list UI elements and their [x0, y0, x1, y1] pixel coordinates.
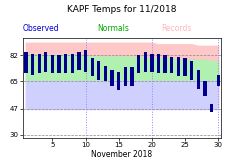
Bar: [51, 55, 54, 73]
Bar: [90, 58, 93, 77]
Bar: [64, 53, 67, 73]
Bar: [123, 67, 126, 86]
Bar: [156, 53, 160, 73]
Bar: [117, 72, 120, 90]
Bar: [202, 81, 206, 96]
Bar: [31, 53, 34, 75]
Bar: [130, 67, 133, 86]
Bar: [196, 70, 199, 89]
Bar: [209, 104, 212, 112]
Text: November 2018: November 2018: [91, 150, 152, 159]
Text: Observed: Observed: [22, 24, 59, 33]
Bar: [83, 50, 87, 72]
Bar: [37, 53, 41, 73]
Bar: [44, 52, 47, 72]
Bar: [189, 61, 192, 80]
Bar: [77, 52, 80, 70]
Bar: [182, 58, 186, 77]
Text: Normals: Normals: [97, 24, 128, 33]
Bar: [97, 61, 100, 80]
Bar: [216, 75, 219, 86]
Bar: [24, 52, 27, 73]
Bar: [163, 55, 166, 73]
Text: Records: Records: [160, 24, 191, 33]
Text: KAPF Temps for 11/2018: KAPF Temps for 11/2018: [67, 5, 176, 14]
Bar: [57, 55, 61, 73]
Bar: [70, 53, 74, 73]
Bar: [150, 53, 153, 72]
Bar: [136, 55, 140, 73]
Bar: [176, 57, 179, 77]
Bar: [169, 57, 173, 73]
Bar: [103, 66, 107, 81]
Bar: [143, 52, 146, 72]
Bar: [110, 70, 113, 86]
